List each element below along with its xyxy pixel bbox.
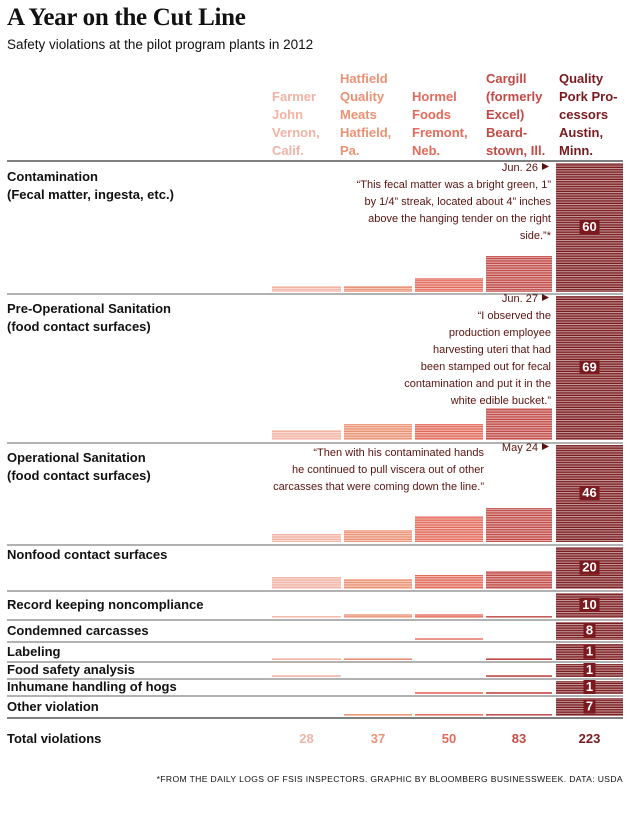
- bar-texture: [272, 534, 341, 542]
- inspector-quotes: Jun. 26 “This fecal matter was a bright g…: [273, 162, 552, 493]
- bar-texture: [272, 675, 341, 677]
- bar-texture: [415, 614, 483, 618]
- bar-texture: [415, 424, 483, 440]
- category-label: Labeling: [7, 644, 61, 659]
- bar-texture: [486, 616, 552, 618]
- bar-texture: [415, 278, 483, 292]
- quote-date: May 24: [502, 442, 538, 454]
- quote-text: “Then with his contaminated hands he cont…: [273, 447, 484, 493]
- category-label: Nonfood contact surfaces: [7, 547, 167, 562]
- category-label: Pre-Operational Sanitation (food contact …: [7, 301, 171, 334]
- category-label: Other violation: [7, 699, 99, 714]
- bar-texture: [486, 714, 552, 716]
- violation-rows: Contamination (Fecal matter, ingesta, etc…: [7, 160, 623, 719]
- value-label: 10: [582, 597, 596, 612]
- value-label: 8: [586, 623, 593, 638]
- total-value: 83: [512, 731, 526, 746]
- bar-texture: [486, 675, 552, 677]
- bar-texture: [486, 692, 552, 694]
- value-label: 60: [582, 219, 596, 234]
- plant-header: Quality Pork Pro-cessors Austin, Minn.: [559, 71, 618, 158]
- value-label: 1: [586, 679, 593, 694]
- value-label-bg: [583, 644, 596, 659]
- quote-text: “I observed the production employee harves…: [404, 310, 551, 407]
- bar-texture: [415, 575, 483, 589]
- bar-texture: [272, 658, 341, 660]
- quote-date: Jun. 27: [502, 293, 538, 305]
- totals-row: Total violations 28 37 50 83 223: [7, 731, 600, 746]
- category-label: Operational Sanitation (food contact surf…: [7, 450, 151, 483]
- bar-texture: [486, 256, 552, 292]
- value-label-bg: [579, 360, 600, 375]
- page-title: A Year on the Cut Line: [7, 4, 246, 31]
- value-label-bg: [583, 699, 596, 714]
- plant-header: Hormel Foods Fremont, Neb.: [412, 89, 468, 158]
- bar-texture: [272, 577, 341, 589]
- bar-texture: [415, 692, 483, 694]
- bar-texture: [415, 516, 483, 542]
- bar-texture: [486, 408, 552, 440]
- plant-headers: Farmer John Vernon, Calif. Hatfield Quality Me…: [272, 71, 618, 158]
- bar-texture: [486, 571, 552, 589]
- category-label: Condemned carcasses: [7, 623, 149, 638]
- total-value: 223: [579, 731, 601, 746]
- bar-texture: [272, 430, 341, 440]
- total-value: 37: [371, 731, 385, 746]
- category-label: Record keeping noncompliance: [7, 597, 204, 612]
- value-label: 20: [582, 560, 596, 575]
- value-label: 1: [586, 662, 593, 677]
- bar-texture: [344, 658, 412, 660]
- plant-header: Cargill (formerly Excel) Beard-stown, Ill.: [486, 71, 545, 158]
- bar-texture: [486, 508, 552, 542]
- total-value: 28: [299, 731, 313, 746]
- bar-texture: [415, 638, 483, 640]
- value-label-bg: [579, 598, 600, 612]
- value-label-bg: [579, 220, 600, 234]
- value-label-bg: [583, 623, 596, 638]
- quote-date: Jun. 26: [502, 162, 538, 174]
- value-label: 46: [582, 485, 596, 500]
- arrow-right-icon: [542, 443, 549, 450]
- value-label-bg: [579, 486, 600, 500]
- bar-texture: [344, 424, 412, 440]
- page-subtitle: Safety violations at the pilot program p…: [7, 37, 314, 52]
- bar-texture: [344, 286, 412, 292]
- arrow-right-icon: [542, 294, 549, 301]
- bar-texture: [415, 714, 483, 716]
- plant-header: Farmer John Vernon, Calif.: [272, 89, 320, 158]
- category-label: Contamination (Fecal matter, ingesta, etc…: [7, 169, 174, 202]
- bar-texture: [344, 579, 412, 589]
- total-label: Total violations: [7, 731, 101, 746]
- bar-texture: [272, 286, 341, 292]
- bar-texture: [344, 714, 412, 716]
- bar-texture: [486, 658, 552, 660]
- bars: 60 69 46 20 10 8 1 1 1 7: [272, 163, 623, 716]
- bar-texture: [272, 616, 341, 618]
- category-label: Food safety analysis: [7, 662, 135, 677]
- footnote: *FROM THE DAILY LOGS OF FSIS INSPECTORS.…: [157, 774, 623, 784]
- value-label: 7: [586, 699, 593, 714]
- total-value: 50: [442, 731, 456, 746]
- bar-texture: [344, 614, 412, 618]
- quote-text: “This fecal matter was a bright green, 1…: [357, 179, 552, 242]
- arrow-right-icon: [542, 163, 549, 170]
- value-label: 69: [582, 360, 596, 375]
- value-label: 1: [586, 644, 593, 659]
- bar-texture: [344, 530, 412, 542]
- plant-header: Hatfield Quality Meats Hatfield, Pa.: [340, 71, 391, 158]
- value-label-bg: [583, 663, 596, 677]
- category-label: Inhumane handling of hogs: [7, 679, 177, 694]
- value-label-bg: [579, 560, 600, 575]
- value-label-bg: [583, 680, 596, 694]
